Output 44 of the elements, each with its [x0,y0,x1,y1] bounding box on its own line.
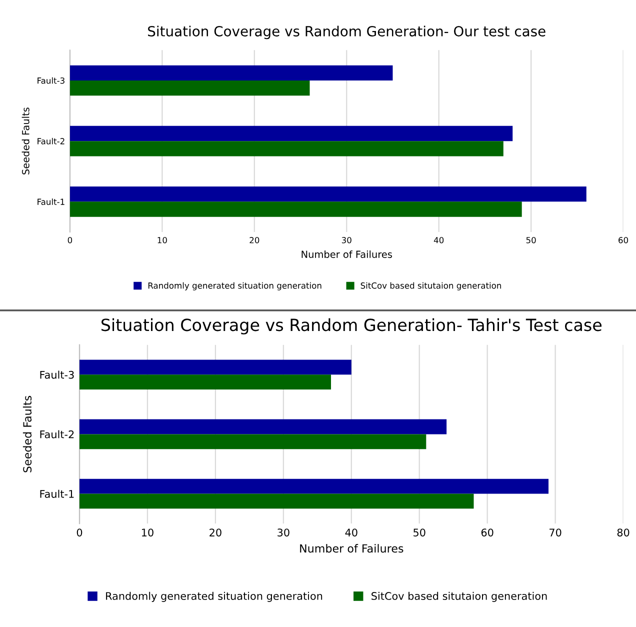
chart-title: Situation Coverage vs Random Generation- Our test case [148,26,546,40]
x-tick-label: 20 [250,237,260,244]
x-tick-label: 40 [345,528,358,536]
bar [80,478,549,494]
bar [80,419,447,434]
x-tick-label: 0 [76,528,82,536]
bar [70,65,393,80]
bar [80,374,331,390]
bar [80,434,426,450]
y-tick-label: Fault-3 [40,370,74,379]
bar [70,202,522,217]
x-tick-label: 50 [526,237,536,244]
x-tick-label: 40 [434,237,444,244]
x-tick-label: 60 [618,237,628,244]
y-tick-label: Fault-3 [38,77,64,84]
x-tick-label: 50 [414,528,426,536]
x-tick-label: 0 [68,237,72,244]
legend-label: SitCov based situtaion generation [360,282,501,290]
x-tick-label: 80 [617,528,630,536]
bar [80,360,352,375]
legend-label: Randomly generated situation generation [148,282,322,290]
y-axis-title: Seeded Faults [22,396,32,472]
bar [70,126,513,142]
bar [70,186,586,202]
x-tick-label: 70 [550,528,562,536]
y-tick-label: Fault-2 [40,430,74,438]
x-axis-title: Number of Failures [302,250,392,258]
y-tick-label: Fault-2 [38,138,64,144]
y-axis-title: Seeded Faults [22,108,30,174]
x-axis-title: Number of Failures [300,544,404,553]
legend-label: Randomly generated situation generation [106,592,322,602]
bar [70,141,504,156]
x-tick-label: 20 [210,528,222,536]
bar [70,80,310,96]
x-tick-label: 10 [142,528,154,536]
bar [80,494,474,509]
y-tick-label: Fault-1 [38,198,64,205]
x-tick-label: 60 [481,528,494,536]
x-tick-label: 30 [278,528,290,536]
x-tick-label: 10 [158,237,167,244]
chart-title: Situation Coverage vs Random Generation- Tahir's Test case [101,318,602,334]
x-tick-label: 30 [342,237,352,244]
y-tick-label: Fault-1 [40,490,74,498]
legend-label: SitCov based situtaion generation [372,592,547,602]
